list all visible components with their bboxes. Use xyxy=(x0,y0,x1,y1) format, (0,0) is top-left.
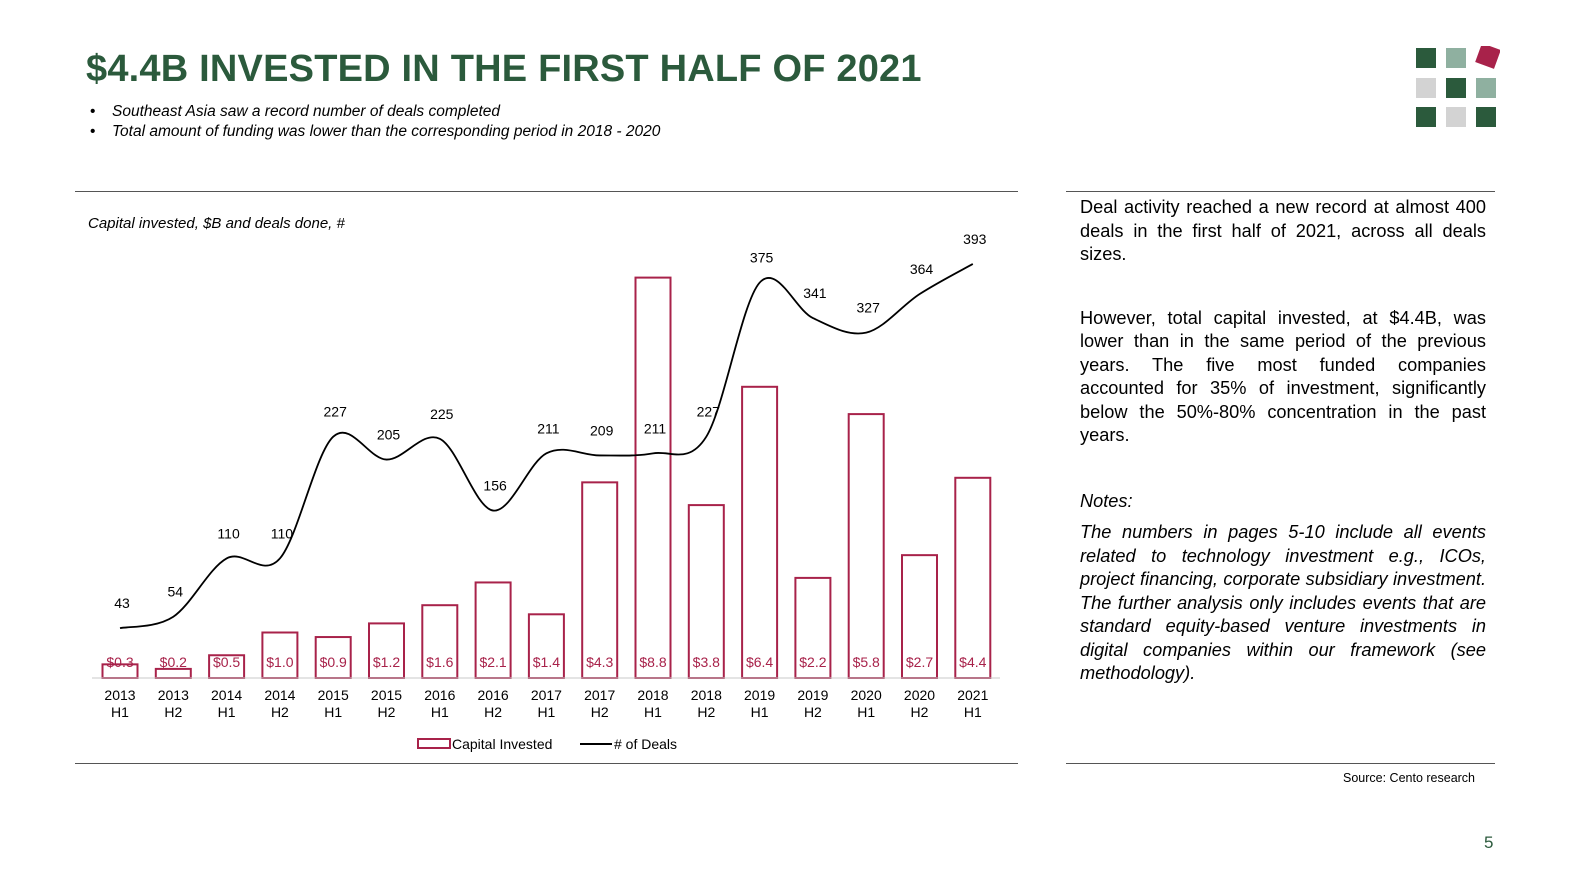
x-tick-label-half: H2 xyxy=(378,704,396,720)
capital-bar xyxy=(847,413,885,679)
deals-data-label: 43 xyxy=(114,595,130,611)
page-title: $4.4B INVESTED IN THE FIRST HALF OF 2021 xyxy=(86,48,922,90)
capital-data-label: $2.7 xyxy=(906,654,933,670)
side-top-divider xyxy=(1066,191,1495,192)
capital-bar xyxy=(154,667,192,680)
legend-capital-swatch xyxy=(417,738,451,749)
x-tick-label-half: H1 xyxy=(431,704,449,720)
deals-data-label: 110 xyxy=(217,525,240,541)
deals-data-label: 211 xyxy=(537,420,560,436)
x-tick-label-half: H1 xyxy=(111,704,129,720)
capital-bar xyxy=(687,504,725,679)
summary-bullets: Southeast Asia saw a record number of de… xyxy=(90,102,660,142)
capital-data-label: $4.4 xyxy=(959,654,986,670)
legend-deals-label: # of Deals xyxy=(614,736,677,752)
chart-top-divider xyxy=(75,191,1018,192)
capital-data-label: $1.6 xyxy=(426,654,453,670)
deals-data-label: 110 xyxy=(271,525,294,541)
deals-data-label: 205 xyxy=(377,427,401,443)
x-tick-label-half: H2 xyxy=(591,704,609,720)
capital-data-label: $1.0 xyxy=(266,654,293,670)
x-tick-label-half: H1 xyxy=(644,704,662,720)
capital-deals-chart: 43 54 110 110 227 205 225 156 211 209 211 227 375 341… xyxy=(92,231,1000,752)
x-tick-label-half: H1 xyxy=(537,704,555,720)
capital-data-label: $0.9 xyxy=(320,654,347,670)
x-tick-label-year: 2019 xyxy=(744,687,775,703)
x-tick-label-half: H1 xyxy=(857,704,875,720)
chart-bottom-divider xyxy=(75,763,1018,764)
source-note: Source: Cento research xyxy=(1343,771,1476,785)
deals-data-label: 227 xyxy=(697,404,721,420)
x-tick-label-year: 2015 xyxy=(318,687,349,703)
capital-data-label: $0.3 xyxy=(106,654,133,670)
deals-data-label: 227 xyxy=(324,404,348,420)
x-tick-label-half: H2 xyxy=(911,704,929,720)
x-tick-label-half: H1 xyxy=(218,704,236,720)
commentary-paragraph: However, total capital invested, at $4.4… xyxy=(1080,307,1486,446)
capital-data-label: $6.4 xyxy=(746,654,773,670)
x-tick-label-half: H2 xyxy=(697,704,715,720)
deals-data-label: 341 xyxy=(803,285,827,301)
deals-data-label: 225 xyxy=(430,406,454,422)
capital-data-label: $2.2 xyxy=(799,654,826,670)
x-tick-label-half: H2 xyxy=(271,704,289,720)
capital-bar xyxy=(581,481,619,679)
page-number: 5 xyxy=(1484,833,1494,852)
capital-data-label: $4.3 xyxy=(586,654,613,670)
x-tick-label-year: 2020 xyxy=(851,687,882,703)
x-tick-label-year: 2016 xyxy=(478,687,509,703)
deals-data-label: 393 xyxy=(963,231,987,247)
x-tick-label-year: 2013 xyxy=(158,687,189,703)
capital-data-label: $3.8 xyxy=(693,654,720,670)
x-tick-label-half: H2 xyxy=(164,704,182,720)
capital-bar xyxy=(954,476,992,679)
capital-data-label: $8.8 xyxy=(639,654,666,670)
deals-data-label: 209 xyxy=(590,422,614,438)
x-tick-label-half: H2 xyxy=(804,704,822,720)
deals-line xyxy=(119,263,974,630)
bullet-item: Southeast Asia saw a record number of de… xyxy=(90,102,660,122)
x-tick-label-year: 2017 xyxy=(531,687,562,703)
legend-capital-label: Capital Invested xyxy=(452,736,552,752)
x-tick-label-year: 2014 xyxy=(264,687,295,703)
capital-data-label: $5.8 xyxy=(853,654,880,670)
deals-data-label: 375 xyxy=(750,250,774,266)
notes-text: The numbers in pages 5-10 include all ev… xyxy=(1080,522,1486,683)
x-tick-label-half: H2 xyxy=(484,704,502,720)
capital-data-label: $1.4 xyxy=(533,654,560,670)
deals-data-label: 54 xyxy=(168,584,184,600)
x-tick-label-year: 2021 xyxy=(957,687,988,703)
deals-data-label: 156 xyxy=(483,478,507,494)
x-tick-label-year: 2014 xyxy=(211,687,242,703)
grid-squares-logo-icon xyxy=(1416,46,1500,127)
x-tick-label-year: 2013 xyxy=(104,687,135,703)
capital-data-label: $2.1 xyxy=(479,654,506,670)
capital-bar xyxy=(634,276,672,679)
capital-data-label: $1.2 xyxy=(373,654,400,670)
capital-bar xyxy=(741,385,779,679)
commentary-paragraph: Deal activity reached a new record at al… xyxy=(1080,197,1486,264)
capital-data-label: $0.5 xyxy=(213,654,240,670)
x-tick-label-year: 2019 xyxy=(797,687,828,703)
chart-subtitle: Capital invested, $B and deals done, # xyxy=(88,215,345,232)
x-tick-label-year: 2015 xyxy=(371,687,402,703)
x-tick-label-year: 2018 xyxy=(637,687,668,703)
notes-heading: Notes: xyxy=(1080,490,1133,511)
deals-data-label: 327 xyxy=(857,300,881,316)
deals-data-label: 364 xyxy=(910,261,934,277)
x-tick-label-year: 2017 xyxy=(584,687,615,703)
side-bottom-divider xyxy=(1066,763,1495,764)
x-tick-label-year: 2018 xyxy=(691,687,722,703)
bullet-item: Total amount of funding was lower than t… xyxy=(90,122,660,142)
commentary-panel: Deal activity reached a new record at al… xyxy=(1080,196,1486,686)
x-tick-label-year: 2020 xyxy=(904,687,935,703)
x-tick-label-half: H1 xyxy=(751,704,769,720)
x-tick-label-year: 2016 xyxy=(424,687,455,703)
x-tick-label-half: H1 xyxy=(964,704,982,720)
capital-data-label: $0.2 xyxy=(160,654,187,670)
x-tick-label-half: H1 xyxy=(324,704,342,720)
deals-data-label: 211 xyxy=(644,420,667,436)
